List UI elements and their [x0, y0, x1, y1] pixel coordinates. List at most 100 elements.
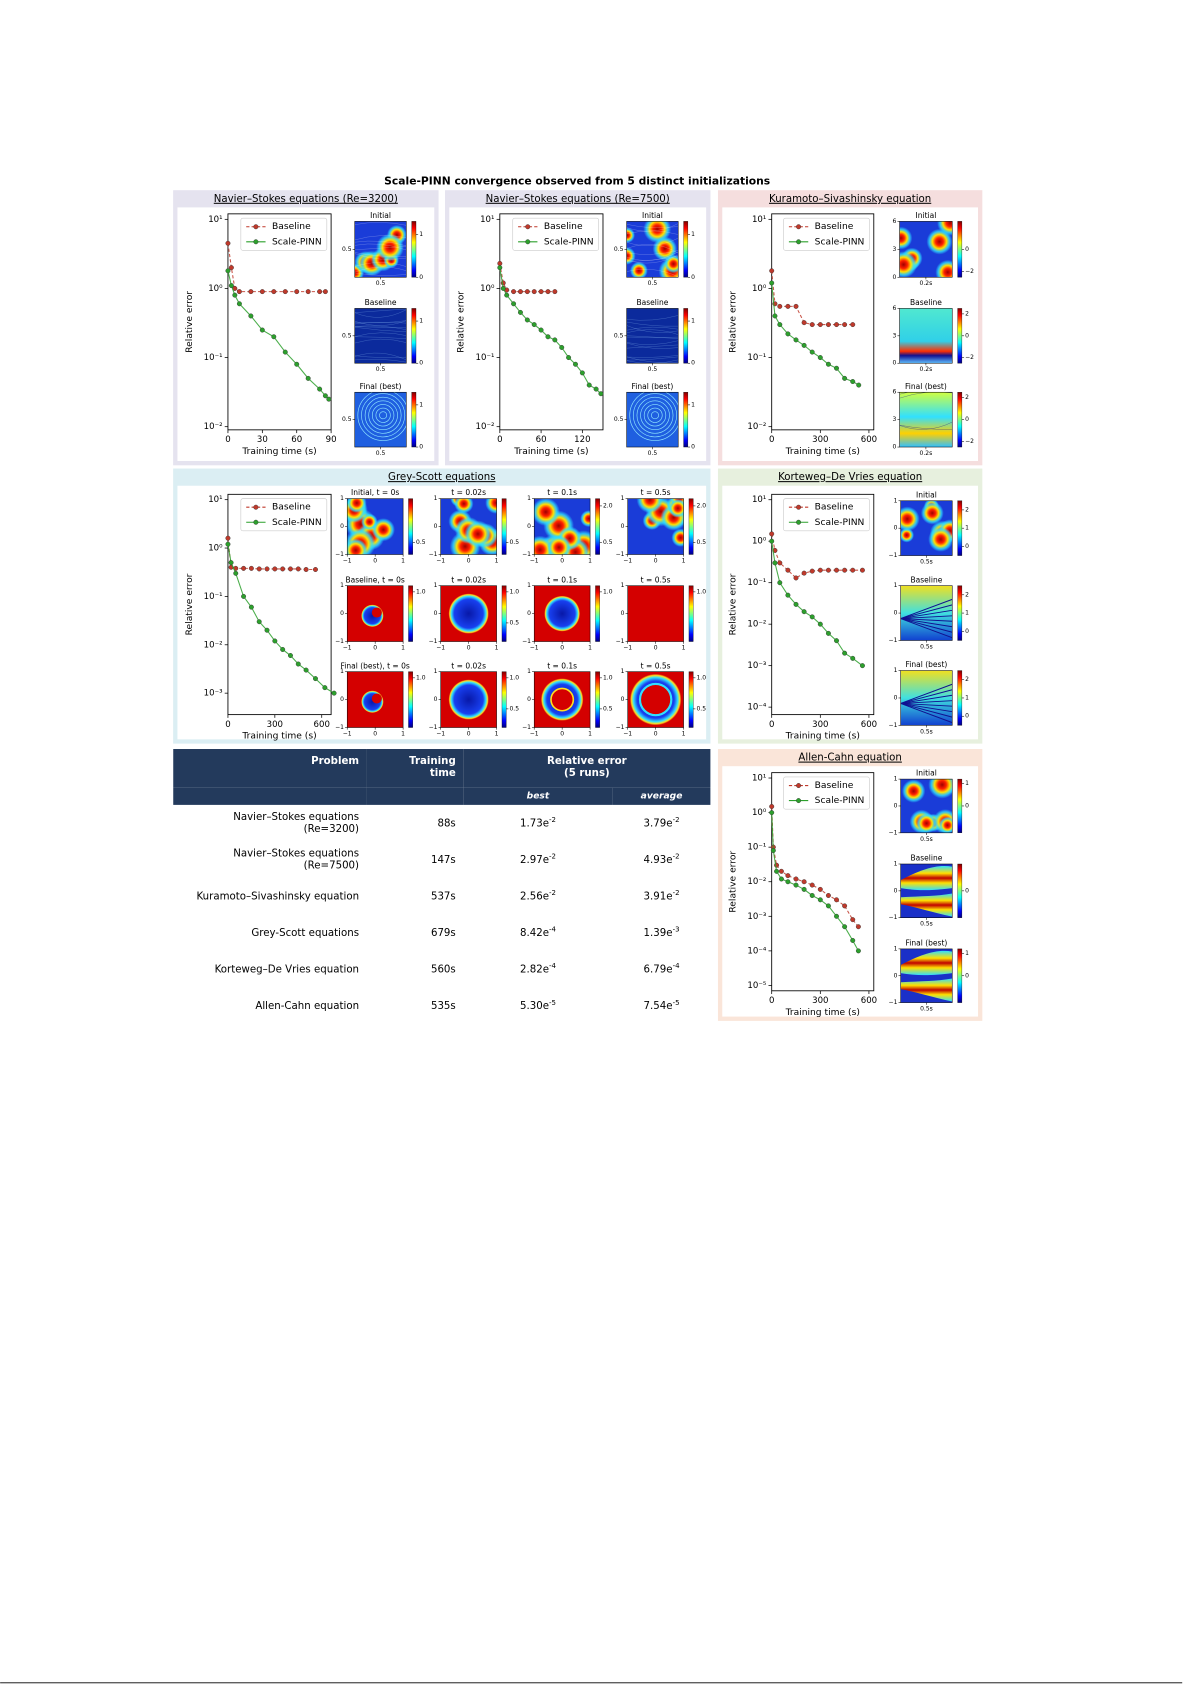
data-point: [842, 375, 848, 381]
map-title: Final (best): [360, 382, 402, 391]
colorbar: [957, 585, 963, 641]
heatmap: [899, 221, 953, 278]
x-axis-label: Training time (s): [785, 1008, 860, 1018]
heatmap-streak: [354, 320, 407, 324]
data-point: [809, 614, 815, 620]
data-point: [809, 349, 815, 355]
x-tick-label: 90: [326, 435, 337, 445]
heatmap-streak: [354, 246, 407, 251]
heatmap: [900, 585, 953, 641]
heatmap-shape: [647, 407, 663, 423]
data-point: [598, 391, 604, 397]
data-point: [326, 396, 332, 402]
time-cell: 560s: [430, 963, 456, 976]
map-y-tick-label: 0: [527, 523, 531, 530]
data-point: [322, 393, 328, 399]
heatmap-blob: [629, 261, 648, 278]
map-y-tick-label: 0: [434, 696, 438, 703]
map-x-tick-label: 0: [373, 557, 377, 564]
colorbar-tick-label: 0: [691, 274, 695, 281]
data-point: [504, 292, 510, 298]
heatmap-shape: [357, 392, 407, 441]
data-point: [793, 575, 799, 581]
colorbar-tick-label: 0: [691, 444, 695, 451]
heatmap-shape: [636, 396, 674, 434]
exponent: -4: [548, 925, 556, 935]
colorbar-tick-label: −2: [965, 438, 974, 445]
y-tick-label: 10⁻³: [747, 661, 766, 671]
map-title: t = 0.02s: [451, 575, 486, 584]
heatmap-streak: [354, 325, 407, 330]
panel-title: Korteweg–De Vries equation: [778, 472, 922, 483]
problem-cell: Korteweg–De Vries equation: [214, 963, 360, 976]
data-point: [785, 331, 791, 337]
map-x-tick-label: 0.2s: [920, 280, 933, 287]
panel-title: Allen-Cahn equation: [798, 753, 902, 764]
map-title: Baseline: [910, 298, 942, 307]
series-line: [499, 263, 555, 293]
time-cell: 535s: [430, 999, 456, 1012]
data-point: [850, 322, 856, 328]
map-title: Initial, t = 0s: [351, 488, 399, 497]
data-point: [248, 565, 254, 571]
heatmap-streak: [354, 308, 407, 313]
heatmap: [627, 585, 684, 642]
heatmap-field: [900, 585, 953, 641]
map-x-tick-label: 1: [401, 644, 405, 651]
heatmap-blob: [371, 518, 395, 542]
heatmap-streak: [354, 309, 407, 318]
map-title: Baseline: [911, 854, 943, 863]
heatmap-shape: [379, 411, 388, 420]
y-tick-label: 10⁻⁵: [747, 981, 766, 991]
data-point: [785, 873, 791, 879]
time-cell: 88s: [437, 817, 456, 830]
map-y-tick-label: 1: [434, 582, 438, 589]
problem-cell: Allen-Cahn equation: [255, 999, 360, 1012]
data-point: [232, 292, 238, 298]
map-x-tick-label: 0.5: [648, 366, 658, 373]
legend-marker: [796, 504, 802, 510]
heatmap-shape: [550, 687, 575, 712]
map-y-tick-label: −1: [889, 914, 898, 921]
subheader-row: best average: [173, 787, 711, 805]
map-x-tick-label: 0: [467, 644, 471, 651]
heatmap-field: [626, 392, 679, 448]
colorbar: [595, 498, 600, 555]
data-point: [264, 566, 270, 572]
map-y-tick-label: −1: [616, 638, 625, 645]
data-point: [586, 382, 592, 388]
heatmap-blob: [485, 498, 497, 514]
header-text: Training time: [409, 755, 456, 780]
legend-marker: [796, 783, 802, 789]
data-point: [774, 868, 780, 874]
colorbar: [957, 863, 963, 918]
data-point: [777, 322, 783, 328]
map-y-tick-label: 1: [894, 860, 898, 867]
heatmap-streak: [626, 326, 679, 331]
header-cell: [173, 787, 367, 805]
map-y-tick-label: −1: [522, 638, 531, 645]
heatmap: [899, 392, 953, 448]
map-x-tick-label: 0.5: [376, 450, 386, 457]
error-cell: 5.30e-5: [519, 998, 556, 1013]
map-x-tick-label: 0: [373, 644, 377, 651]
heatmap: [534, 498, 591, 555]
colorbar: [411, 221, 417, 278]
panel-title: Grey-Scott equations: [388, 472, 495, 483]
data-point: [809, 322, 815, 328]
map-x-tick-label: −1: [623, 730, 632, 737]
heatmap: [626, 221, 679, 278]
colorbar-tick-label: 0: [965, 416, 969, 423]
heatmap: [354, 308, 407, 364]
colorbar: [595, 671, 600, 728]
map-y-tick-label: 1: [894, 945, 898, 952]
heatmap: [347, 585, 404, 642]
data-point: [225, 541, 231, 547]
error-cell: 7.54e-5: [643, 998, 680, 1013]
heatmap-streak: [626, 356, 679, 361]
heatmap-blob: [626, 227, 635, 244]
heatmap-streak: [626, 321, 679, 327]
colorbar-tick-label: 0.5: [416, 539, 426, 546]
data-point: [233, 570, 239, 576]
y-tick-label: 10⁻³: [747, 912, 766, 922]
